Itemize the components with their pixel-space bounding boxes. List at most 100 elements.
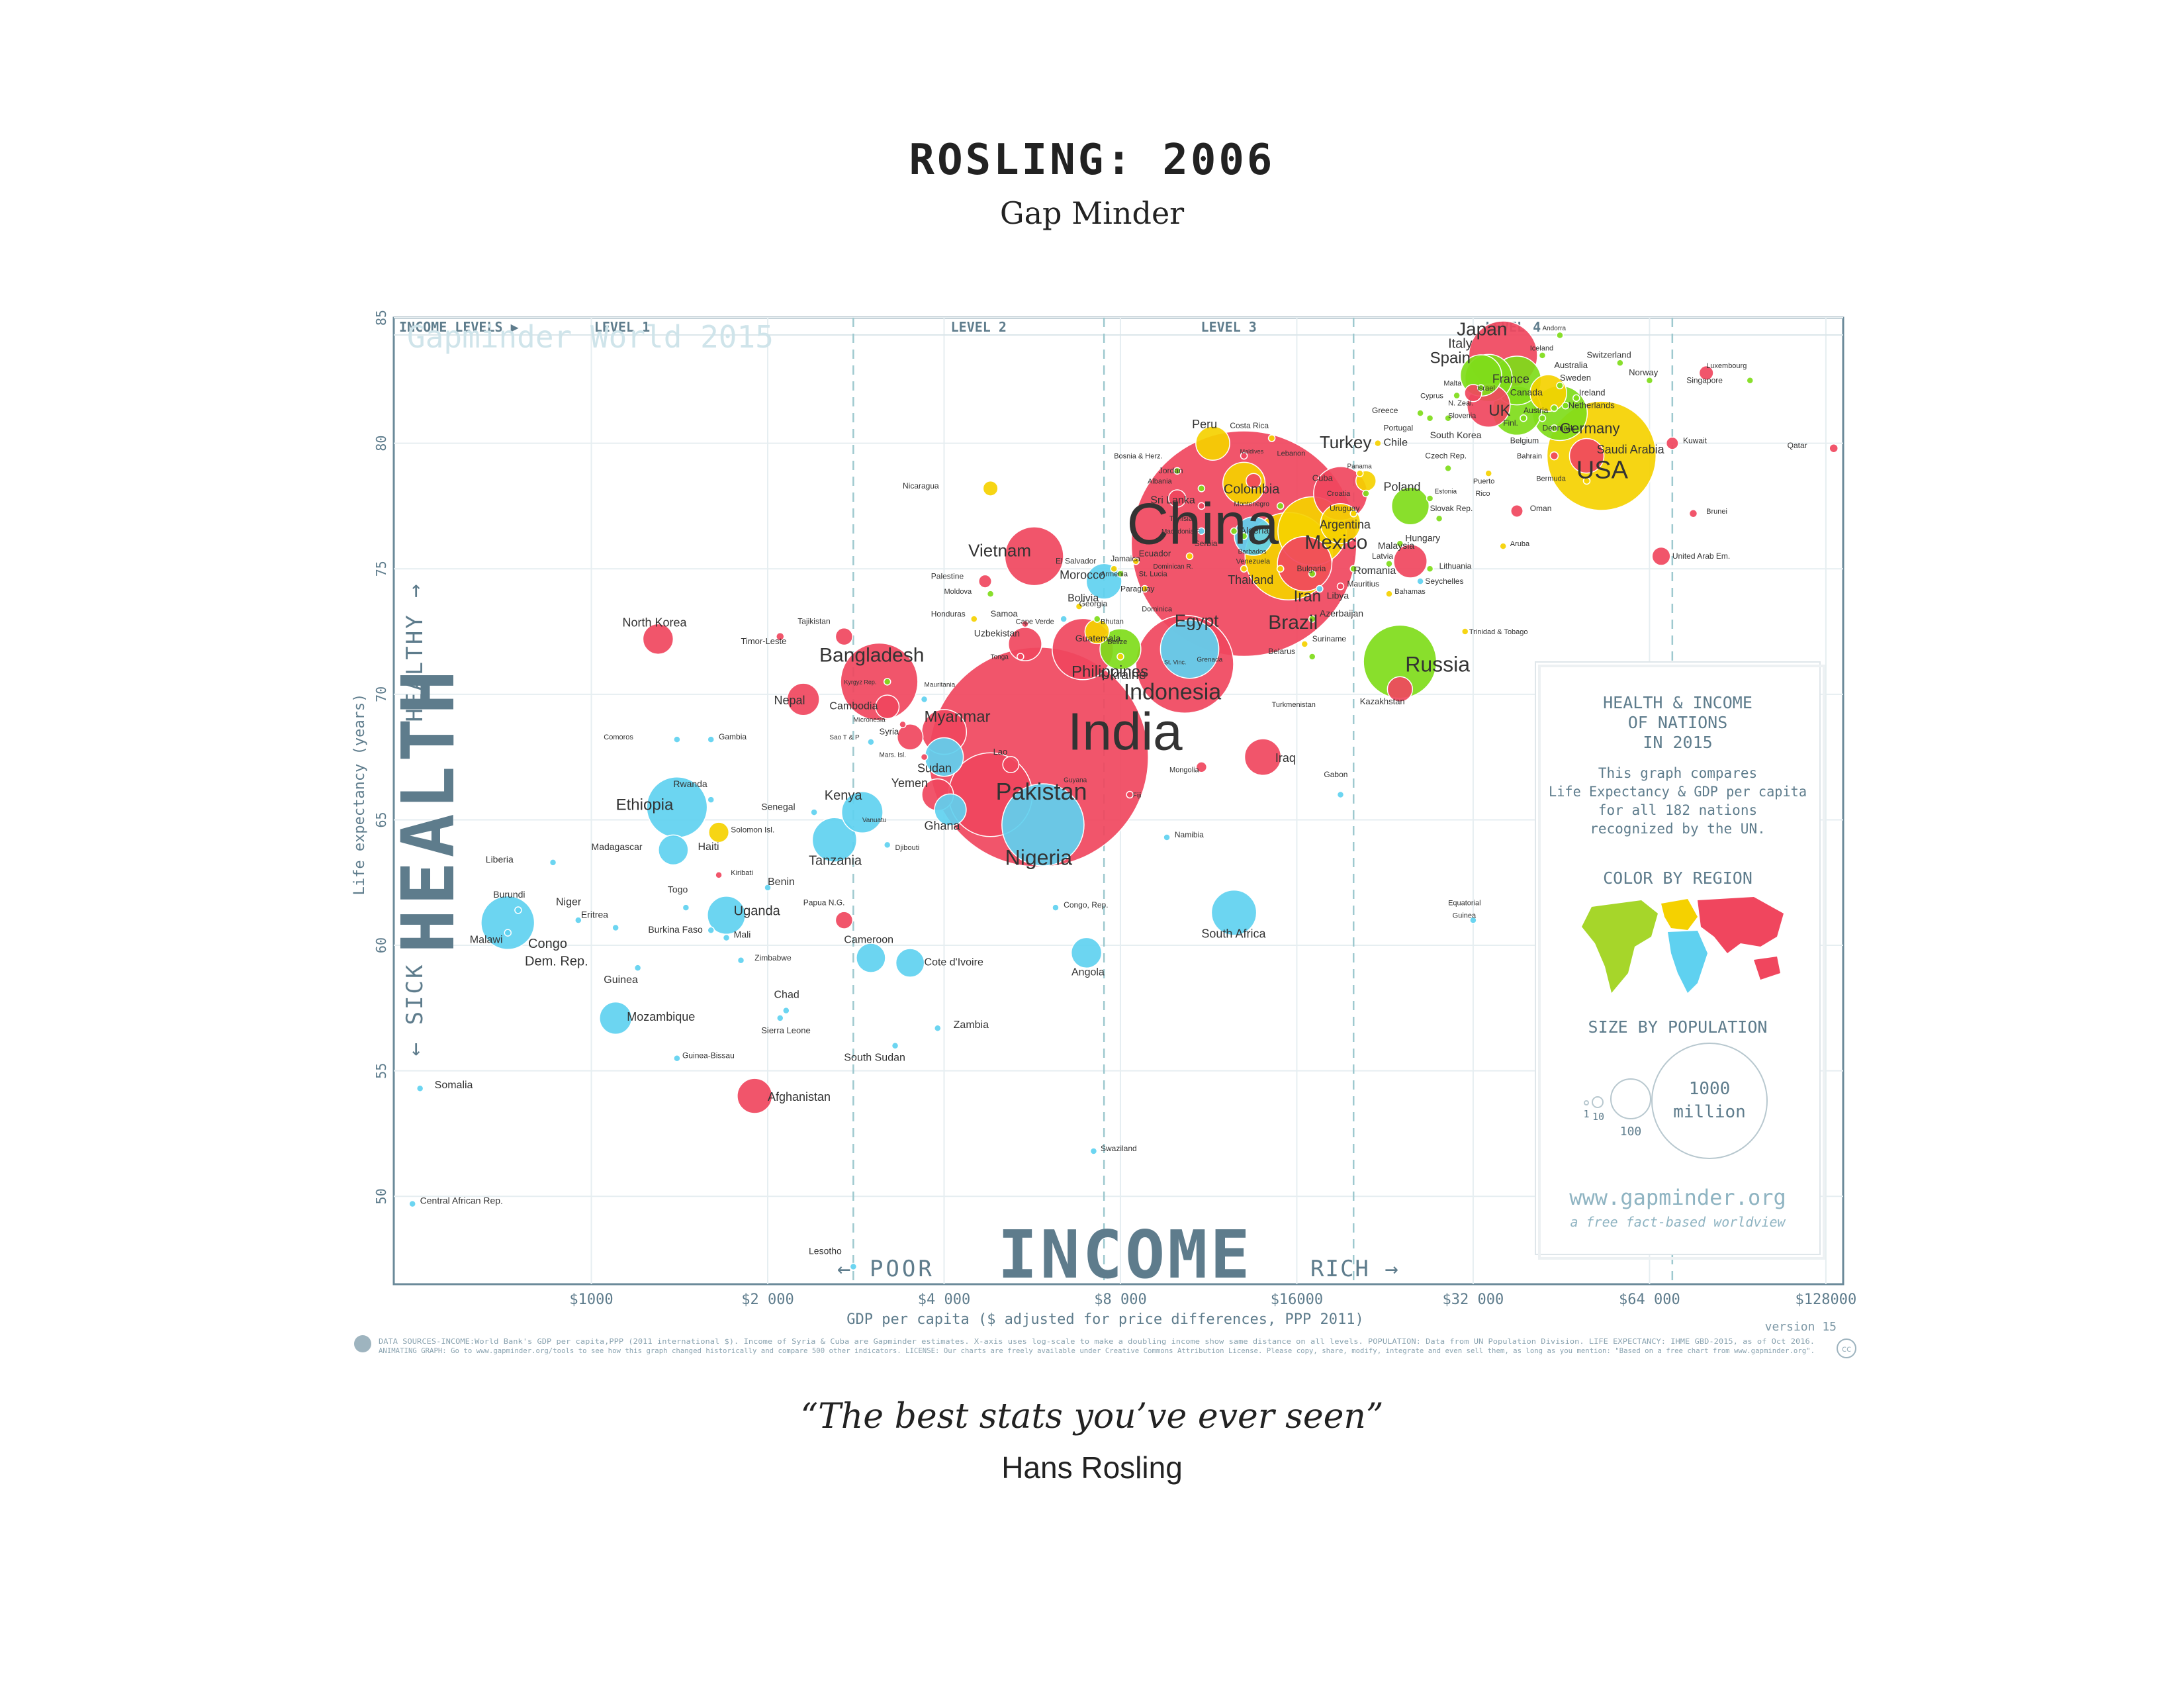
bubble-central-african-rep-[interactable]	[408, 1199, 416, 1208]
bubble-guinea[interactable]	[633, 964, 642, 972]
bubble-kuwait[interactable]	[1665, 436, 1679, 450]
bubble-montenegro[interactable]	[1276, 502, 1285, 510]
bubble-qatar[interactable]	[1829, 443, 1839, 453]
bubble-tunisia[interactable]	[1197, 527, 1206, 536]
bubble-finland[interactable]	[1520, 414, 1527, 422]
bubble-honduras[interactable]	[970, 615, 978, 623]
bubble-tonga[interactable]	[1017, 653, 1024, 661]
bubble-norway[interactable]	[1645, 377, 1654, 385]
bubble-ecuador[interactable]	[1185, 552, 1194, 561]
bubble-georgia[interactable]	[1093, 615, 1101, 623]
bubble-djibouti[interactable]	[883, 841, 891, 849]
bubble-romania[interactable]	[1349, 565, 1357, 573]
bubble-portugal[interactable]	[1426, 414, 1434, 422]
bubble-armenia[interactable]	[1116, 570, 1124, 578]
bubble-colombia[interactable]	[1222, 461, 1266, 505]
bubble-zimbabwe[interactable]	[737, 957, 745, 964]
bubble-croatia[interactable]	[1362, 489, 1370, 498]
bubble-timor-leste[interactable]	[776, 632, 785, 641]
bubble-peru[interactable]	[1195, 426, 1230, 461]
bubble-niger[interactable]	[574, 916, 582, 924]
bubble-united-arab-em-[interactable]	[1651, 546, 1671, 566]
bubble-kenya[interactable]	[841, 791, 884, 834]
bubble-el-salvador[interactable]	[1110, 565, 1118, 573]
bubble-ghana[interactable]	[934, 793, 967, 826]
bubble-belgium[interactable]	[1538, 414, 1547, 422]
bubble-zambia[interactable]	[934, 1024, 942, 1032]
bubble-czech-rep-[interactable]	[1444, 464, 1452, 473]
bubble-benin[interactable]	[764, 884, 772, 892]
bubble-paraguay[interactable]	[1140, 585, 1149, 593]
bubble-morocco[interactable]	[1085, 563, 1122, 600]
bubble-bolivia[interactable]	[1075, 602, 1083, 610]
bubble-vietnam[interactable]	[1004, 526, 1064, 586]
bubble-netherlands[interactable]	[1561, 401, 1570, 410]
bubble-syria[interactable]	[896, 724, 924, 751]
bubble-bermuda[interactable]	[1582, 477, 1591, 485]
bubble-denmark[interactable]	[1550, 424, 1559, 432]
bubble-nepal[interactable]	[786, 682, 820, 716]
bubble-azerbaijan[interactable]	[1308, 615, 1316, 623]
bubble-liberia[interactable]	[549, 859, 557, 867]
bubble-burkina-faso[interactable]	[707, 926, 715, 935]
bubble-estonia[interactable]	[1426, 494, 1434, 502]
bubble-slovenia[interactable]	[1444, 414, 1452, 422]
bubble-slovak-rep-[interactable]	[1435, 514, 1443, 523]
bubble-mongolia[interactable]	[1195, 761, 1208, 773]
bubble-latvia[interactable]	[1385, 559, 1393, 568]
bubble-oman[interactable]	[1510, 504, 1524, 518]
bubble-madagascar[interactable]	[658, 834, 689, 866]
bubble-lesotho[interactable]	[849, 1262, 858, 1271]
bubble-switzerland[interactable]	[1616, 359, 1624, 367]
bubble-kazakhstan[interactable]	[1387, 676, 1414, 702]
bubble-rwanda[interactable]	[707, 796, 715, 804]
bubble-austria[interactable]	[1550, 404, 1559, 412]
bubble-saudi-arabia[interactable]	[1569, 438, 1605, 474]
bubble-puerto-rico[interactable]	[1484, 469, 1492, 477]
bubble-cape-verde[interactable]	[1060, 615, 1068, 623]
bubble-fiji[interactable]	[1126, 790, 1134, 799]
bubble-panama[interactable]	[1355, 469, 1364, 477]
bubble-tanzania[interactable]	[811, 817, 858, 863]
bubble-cyprus[interactable]	[1453, 391, 1461, 400]
bubble-lebanon[interactable]	[1246, 473, 1262, 489]
bubble-iraq[interactable]	[1244, 738, 1282, 776]
bubble-togo[interactable]	[682, 904, 690, 912]
bubble-gabon[interactable]	[1336, 790, 1345, 799]
bubble-north-korea[interactable]	[642, 623, 674, 655]
bubble-chile[interactable]	[1374, 439, 1382, 447]
bubble-mozambique[interactable]	[599, 1001, 633, 1035]
bubble-kyrgyz-rep-[interactable]	[883, 678, 891, 686]
bubble-afghanistan[interactable]	[737, 1078, 773, 1114]
bubble-haiti[interactable]	[708, 821, 730, 843]
bubble-poland[interactable]	[1390, 487, 1430, 526]
bubble-bosnia-herz-[interactable]	[1173, 467, 1181, 475]
bubble-algeria[interactable]	[1234, 516, 1273, 556]
bubble-micronesia[interactable]	[899, 720, 907, 729]
bubble-nicaragua[interactable]	[982, 480, 999, 496]
bubble-andorra[interactable]	[1556, 331, 1564, 340]
bubble-costa-rica[interactable]	[1267, 434, 1276, 442]
bubble-tajikistan[interactable]	[835, 627, 854, 646]
bubble-malta[interactable]	[1477, 384, 1485, 392]
bubble-trinidad-tobago[interactable]	[1461, 628, 1469, 635]
bubble-brunei[interactable]	[1688, 509, 1698, 518]
bubble-cameroon[interactable]	[856, 943, 886, 973]
bubble-belize[interactable]	[1116, 653, 1124, 661]
bubble-iceland[interactable]	[1538, 352, 1547, 359]
bubble-gambia[interactable]	[707, 735, 715, 743]
bubble-moldova[interactable]	[986, 590, 995, 598]
bubble-equatorial-guinea[interactable]	[1469, 916, 1477, 924]
bubble-somalia[interactable]	[416, 1084, 424, 1092]
bubble-guinea-bissau[interactable]	[673, 1054, 681, 1062]
bubble-singapore[interactable]	[1698, 365, 1714, 381]
bubble-samoa[interactable]	[1021, 620, 1029, 628]
bubble-iran[interactable]	[1277, 536, 1333, 592]
bubble-burundi[interactable]	[514, 906, 522, 914]
bubble-lao[interactable]	[1002, 756, 1020, 773]
bubble-bulgaria[interactable]	[1308, 570, 1316, 578]
bubble-albania[interactable]	[1197, 485, 1206, 492]
bubble-palestine[interactable]	[978, 574, 992, 588]
bubble-papua-n-g-[interactable]	[835, 911, 854, 929]
bubble-cambodia[interactable]	[875, 694, 900, 720]
